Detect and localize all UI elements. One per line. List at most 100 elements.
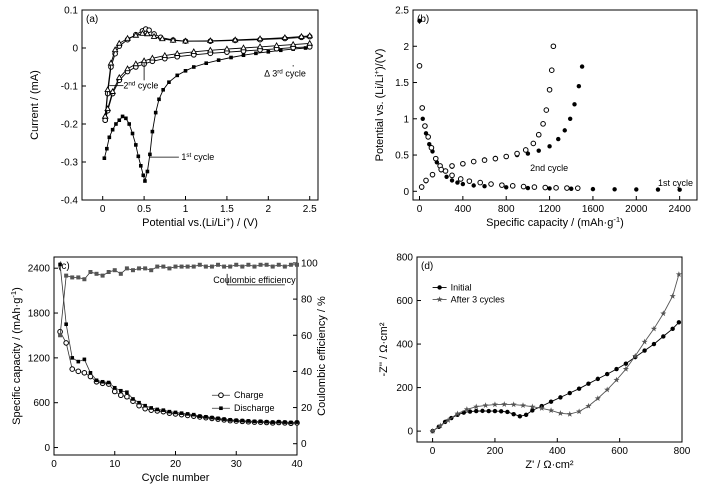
data-point [106, 380, 111, 385]
data-point [203, 264, 208, 269]
data-point [547, 144, 552, 149]
data-point [517, 414, 523, 419]
series-line [432, 274, 680, 432]
data-point [124, 34, 131, 41]
legend-marker [436, 296, 443, 303]
data-point [254, 51, 258, 56]
legend-label: Charge [234, 390, 264, 400]
data-point [498, 409, 504, 414]
data-point [139, 29, 146, 36]
y-axis-label-part: -1 [9, 291, 18, 298]
data-point [499, 182, 505, 188]
data-point [183, 69, 188, 73]
data-point [120, 114, 125, 119]
data-point [576, 386, 582, 391]
y-axis-label: Current / (mA) [29, 70, 41, 140]
data-point [480, 408, 485, 414]
data-point [449, 172, 455, 179]
data-point [228, 418, 232, 422]
data-point [107, 135, 112, 140]
data-point [101, 112, 109, 119]
data-point [564, 185, 570, 191]
legend-marker [437, 285, 442, 290]
y-axis-label-part: ) [11, 287, 23, 291]
data-point [173, 264, 178, 269]
y2-tick-label: 0 [301, 439, 307, 450]
plot-frame [412, 9, 698, 201]
data-point [523, 412, 529, 417]
y-tick-label: 0 [407, 427, 413, 438]
data-point [432, 155, 439, 162]
y-tick-label: 400 [396, 340, 413, 351]
data-point [100, 273, 105, 278]
data-point [209, 264, 214, 269]
data-point [579, 64, 585, 69]
data-point [149, 406, 153, 410]
data-point [88, 371, 93, 375]
data-point [488, 181, 494, 187]
x-axis-label-part: ) / (V) [230, 217, 258, 229]
data-point [149, 54, 156, 61]
data-point [455, 180, 460, 185]
data-point [283, 420, 287, 424]
data-point [482, 184, 487, 189]
data-point [264, 419, 269, 424]
data-point [216, 416, 220, 421]
data-point [298, 32, 305, 39]
data-point [240, 264, 245, 269]
x-tick-label: 2000 [625, 204, 648, 215]
data-point [197, 262, 202, 267]
data-point [276, 419, 281, 424]
data-point [474, 408, 479, 414]
data-point [416, 63, 423, 69]
data-point [258, 419, 263, 424]
data-point [222, 264, 227, 269]
data-point [463, 406, 470, 412]
y-axis-label: -Z'' / Ω·cm² [378, 322, 390, 376]
data-point [155, 264, 160, 269]
data-point [641, 338, 648, 345]
data-point [481, 157, 488, 163]
data-point [576, 83, 582, 89]
y-tick-label: 0 [72, 44, 78, 55]
data-point [145, 169, 150, 174]
data-point [105, 146, 109, 151]
data-point [675, 271, 682, 277]
panel-label: (d) [421, 261, 433, 272]
data-point [136, 154, 141, 159]
data-point [94, 378, 99, 383]
data-point [585, 402, 592, 409]
x-tick-label: 2 [266, 204, 272, 215]
annotation-c2-part: 2 [123, 81, 128, 91]
data-point [115, 39, 123, 46]
legend-label: Initial [451, 282, 472, 292]
data-point [569, 186, 574, 191]
data-point [557, 410, 564, 416]
data-point [270, 264, 275, 269]
data-point [556, 136, 561, 142]
data-point [491, 401, 498, 408]
series-3rd-cycle-charge [101, 29, 314, 119]
data-point [144, 30, 151, 37]
data-point [143, 179, 147, 183]
data-point [514, 150, 520, 157]
y-axis-label-part: )/(V) [374, 49, 386, 70]
data-point [276, 262, 281, 267]
data-point [179, 411, 184, 415]
data-point [118, 271, 123, 276]
y-tick-label: 0.5 [395, 151, 409, 162]
y-tick-label: -0.4 [61, 196, 79, 207]
x-axis-label-part: ) [620, 217, 624, 229]
data-point [223, 45, 231, 52]
data-point [486, 408, 491, 414]
annotation-c1-part: st [186, 152, 191, 159]
data-point [289, 40, 297, 47]
data-point [542, 184, 549, 191]
x-axis-label-part: Potential vs.(Li/Li [142, 217, 226, 229]
data-point [677, 187, 682, 192]
data-point [504, 185, 509, 190]
x-tick-label: 1 [183, 204, 189, 215]
data-point [634, 187, 639, 192]
data-point [548, 407, 555, 414]
